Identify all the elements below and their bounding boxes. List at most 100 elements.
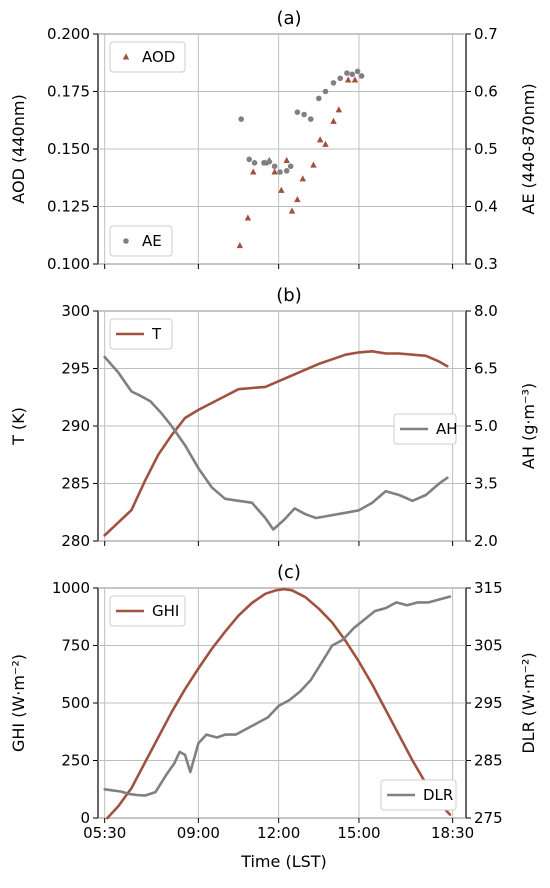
ae-point (307, 116, 314, 122)
aod-point (288, 207, 296, 214)
left-y-tick-label: 0.100 (47, 255, 90, 273)
right-y-tick-label: 2.0 (474, 532, 498, 550)
legend-t: T (109, 318, 173, 350)
right-y-tick-label: 315 (474, 579, 503, 597)
aod-point (299, 175, 306, 182)
panel-title-b: (b) (276, 285, 301, 306)
ae-point (266, 158, 273, 165)
legend-label: T (151, 325, 162, 343)
legend-c: GHI DLR (109, 595, 457, 811)
ae-point (277, 169, 283, 175)
legend-ah: AH (393, 413, 458, 445)
left-y-tick-label: 295 (61, 360, 90, 378)
left-y-tick-label: 0.200 (47, 25, 90, 43)
right-y-tick-label: 295 (474, 694, 503, 712)
right-y-tick-label: 305 (474, 637, 503, 655)
legend-b: T AH (109, 318, 458, 445)
ae-point (261, 160, 267, 166)
aod-point (294, 196, 301, 203)
aod-point (236, 242, 244, 249)
x-tick-label: 12:00 (257, 824, 300, 842)
left-y-tick-label: 1000 (52, 579, 90, 597)
right-y-tick-label: 0.3 (474, 255, 498, 273)
aod-point (244, 214, 252, 221)
right-y-tick-label: 5.0 (474, 417, 498, 435)
legend-label: DLR (423, 786, 453, 804)
aod-point (283, 156, 290, 164)
ae-point (271, 163, 278, 170)
aod-point (335, 106, 343, 113)
left-y-tick-label: 0.175 (47, 83, 90, 101)
aod-point (310, 161, 317, 168)
ghi-line (106, 587, 452, 820)
ae-point (294, 109, 301, 115)
right-axis-label-c: DLR (W·m⁻²) (519, 652, 538, 753)
dlr-line (103, 595, 452, 797)
right-y-tick-label: 285 (474, 752, 503, 770)
ae-point (322, 88, 329, 95)
legend-label: AE (142, 232, 162, 250)
legend-label: GHI (152, 602, 179, 620)
legend-marker (122, 53, 130, 60)
legend-label: AH (436, 420, 458, 438)
left-y-tick-label: 290 (61, 417, 90, 435)
right-axis-label-b: AH (g·m⁻³) (519, 383, 538, 469)
ticks-c: 05:30 09:00 12:00 15:00 18:30 0 250 500 750 1000 2… (52, 579, 503, 842)
ae-point (246, 156, 253, 163)
aod-point (316, 136, 324, 143)
legend-label: AOD (142, 48, 175, 66)
ae-point (251, 160, 258, 166)
panel-a: (a) 0.1000.1250.1500.1750.2000.30.40.50.… (9, 8, 538, 273)
data-c (103, 587, 452, 820)
right-y-tick-label: 0.6 (474, 83, 498, 101)
right-y-tick-label: 0.4 (474, 198, 498, 216)
aod-point (351, 76, 359, 83)
right-y-tick-label: 8.0 (474, 302, 498, 320)
t-line (103, 349, 449, 537)
legend-aod: AOD (109, 41, 186, 73)
ticks-b: 280 285 290 295 300 2.0 3.5 5.0 6.5 8.0 (61, 302, 498, 550)
ticks-a: 0.100 0.125 0.150 0.175 0.200 0.3 0.4 0.5 0.6 0.7 (47, 25, 498, 273)
right-y-tick-label: 0.5 (474, 140, 498, 158)
ah-line (103, 355, 449, 531)
data-b (103, 349, 449, 537)
ae-point (358, 73, 365, 79)
grid-b (98, 310, 466, 542)
aod-point (345, 76, 352, 83)
x-tick-label: 09:00 (177, 824, 220, 842)
legend-ae: AE (109, 225, 173, 257)
ae-point (337, 75, 344, 82)
legend-box (109, 595, 186, 627)
ae-point (316, 95, 322, 102)
right-y-tick-label: 3.5 (474, 475, 498, 493)
ae-point (349, 71, 356, 78)
ae-point (344, 70, 350, 76)
legend-a: AOD AE (109, 41, 186, 257)
right-y-tick-label: 0.7 (474, 25, 498, 43)
left-y-tick-label: 750 (61, 637, 90, 655)
aod-point (271, 168, 278, 175)
left-y-tick-label: 250 (61, 752, 90, 770)
left-y-tick-label: 500 (61, 694, 90, 712)
left-y-tick-label: 300 (61, 302, 90, 320)
panel-c: (c) 05:30 09:00 12:00 15:00 18:30 0 250 500 750 1… (9, 562, 538, 842)
x-axis-label: Time (LST) (240, 852, 327, 871)
left-y-tick-label: 0 (80, 809, 90, 827)
legend-box (380, 779, 457, 811)
x-tick-label: 15:00 (337, 824, 380, 842)
ae-point (283, 168, 290, 174)
x-tick-label: 18:30 (431, 824, 474, 842)
x-tick-label: 05:30 (83, 824, 126, 842)
aod-point (330, 117, 337, 124)
aod-point (278, 186, 285, 193)
ae-point (238, 116, 244, 122)
left-y-tick-label: 285 (61, 475, 90, 493)
left-axis-label-a: AOD (440nm) (9, 94, 28, 203)
data-a (236, 68, 365, 249)
aod-point (249, 168, 257, 175)
legend-ghi: GHI (109, 595, 186, 627)
right-y-tick-label: 6.5 (474, 360, 498, 378)
left-y-tick-label: 280 (61, 532, 90, 550)
left-y-tick-label: 0.150 (47, 140, 90, 158)
